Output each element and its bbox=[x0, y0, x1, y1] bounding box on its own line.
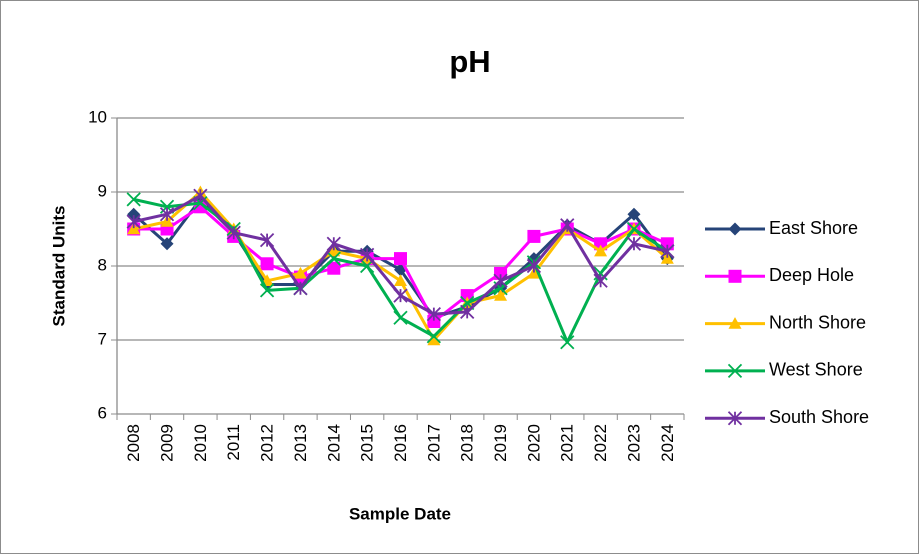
x-tick-label: 2012 bbox=[258, 424, 277, 462]
legend-label: West Shore bbox=[769, 360, 863, 380]
legend-marker bbox=[728, 317, 742, 329]
data-point bbox=[326, 251, 341, 266]
legend-label: Deep Hole bbox=[769, 265, 854, 285]
data-point bbox=[126, 192, 141, 207]
data-point bbox=[393, 288, 408, 303]
data-point bbox=[394, 274, 407, 286]
x-tick-label: 2014 bbox=[324, 424, 343, 462]
legend-marker bbox=[728, 269, 742, 283]
data-point bbox=[293, 281, 308, 296]
data-point bbox=[494, 289, 508, 301]
legend-marker bbox=[728, 222, 742, 236]
x-tick-label: 2020 bbox=[524, 424, 543, 462]
data-point bbox=[260, 257, 274, 271]
data-point bbox=[360, 247, 375, 263]
data-point bbox=[660, 244, 675, 259]
x-tick-label: 2019 bbox=[491, 424, 510, 462]
x-tick-label: 2023 bbox=[624, 424, 643, 462]
y-tick-label: 7 bbox=[98, 329, 107, 348]
data-point bbox=[393, 310, 408, 325]
data-point bbox=[160, 215, 174, 227]
data-point bbox=[427, 333, 441, 346]
x-tick-label: 2024 bbox=[658, 424, 677, 462]
data-point bbox=[127, 222, 141, 235]
data-point bbox=[226, 225, 241, 240]
data-point bbox=[526, 258, 542, 274]
x-tick-label: 2018 bbox=[458, 424, 477, 462]
data-point bbox=[460, 304, 475, 320]
legend-marker bbox=[727, 363, 743, 379]
data-point bbox=[560, 218, 575, 233]
y-tick-label: 6 bbox=[98, 403, 107, 422]
x-tick-label: 2022 bbox=[591, 424, 610, 462]
x-tick-label: 2013 bbox=[291, 424, 310, 462]
data-point bbox=[193, 188, 208, 203]
data-point bbox=[660, 252, 674, 264]
y-tick-label: 10 bbox=[88, 107, 107, 126]
data-point bbox=[560, 335, 575, 350]
data-point bbox=[394, 252, 407, 266]
data-point bbox=[160, 237, 174, 251]
x-tick-label: 2011 bbox=[224, 424, 243, 461]
data-point bbox=[594, 244, 608, 257]
data-point bbox=[293, 266, 307, 279]
data-point bbox=[527, 266, 541, 279]
y-tick-label: 9 bbox=[98, 181, 107, 200]
x-tick-label: 2021 bbox=[558, 424, 577, 462]
data-point bbox=[527, 229, 541, 243]
data-point bbox=[126, 214, 141, 229]
data-point bbox=[327, 261, 341, 275]
x-tick-label: 2009 bbox=[158, 424, 177, 462]
legend-label: South Shore bbox=[769, 407, 869, 427]
data-point bbox=[426, 329, 441, 344]
x-axis-title: Sample Date bbox=[349, 504, 451, 523]
x-tick-label: 2016 bbox=[391, 424, 410, 462]
data-point bbox=[593, 273, 608, 288]
data-point bbox=[159, 207, 175, 222]
data-point bbox=[626, 221, 642, 237]
x-tick-label: 2017 bbox=[424, 424, 443, 462]
chart-title: pH bbox=[449, 44, 490, 79]
x-tick-label: 2008 bbox=[124, 424, 143, 462]
legend-label: East Shore bbox=[769, 218, 858, 238]
data-point bbox=[326, 236, 341, 251]
data-point bbox=[259, 232, 275, 248]
data-point bbox=[493, 273, 508, 288]
legend-label: North Shore bbox=[769, 312, 866, 332]
data-point bbox=[627, 207, 641, 221]
legend-marker bbox=[727, 411, 743, 426]
data-point bbox=[259, 283, 275, 298]
x-tick-label: 2010 bbox=[191, 424, 210, 462]
data-point bbox=[594, 237, 608, 251]
data-point bbox=[426, 306, 441, 322]
data-point bbox=[327, 244, 341, 257]
x-tick-label: 2015 bbox=[358, 424, 377, 462]
y-tick-label: 8 bbox=[98, 255, 107, 274]
data-point bbox=[626, 236, 642, 251]
y-axis-title: Standard Units bbox=[49, 206, 68, 327]
